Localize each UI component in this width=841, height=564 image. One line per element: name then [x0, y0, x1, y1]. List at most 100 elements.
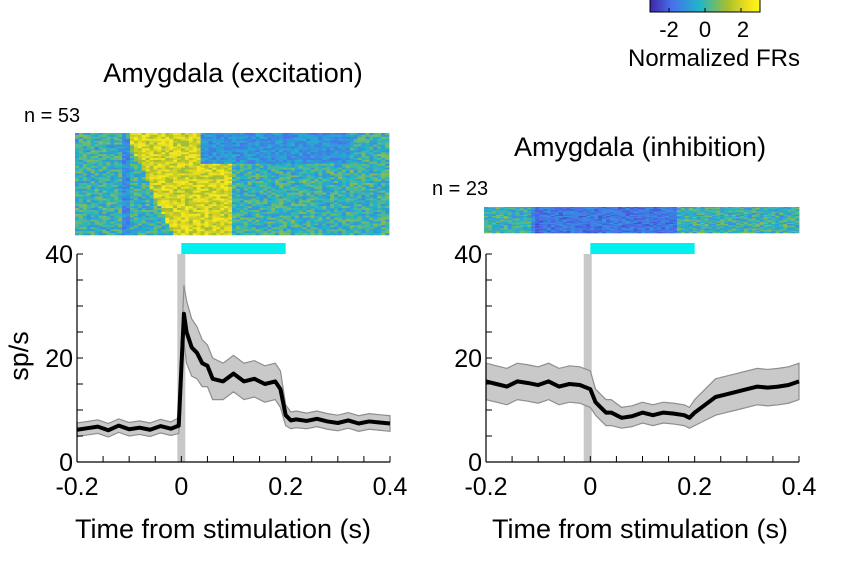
heatmap-cell — [275, 190, 280, 193]
heatmap-cell — [357, 158, 362, 161]
heatmap-cell — [275, 133, 280, 136]
heatmap-cell — [337, 134, 343, 138]
heatmap-cell — [322, 225, 327, 228]
heatmap-cell — [90, 144, 96, 147]
heatmap-cell — [377, 219, 382, 222]
heatmap-cell — [294, 227, 300, 230]
heatmap-cell — [684, 210, 690, 212]
heatmap-cell — [271, 156, 276, 159]
heatmap-cell — [341, 231, 347, 234]
heatmap-cell — [251, 154, 256, 157]
heatmap-cell — [177, 163, 182, 167]
heatmap-cell — [78, 161, 84, 165]
heatmap-cell — [353, 167, 359, 170]
heatmap-cell — [251, 175, 256, 178]
heatmap-cell — [267, 184, 272, 188]
heatmap-cell — [629, 209, 635, 211]
heatmap-cell — [259, 192, 264, 195]
heatmap-cell — [239, 173, 245, 176]
heatmap-cell — [212, 167, 217, 170]
heatmap-cell — [180, 227, 186, 230]
heatmap-cell — [235, 225, 241, 228]
heatmap-cell — [369, 144, 374, 147]
heatmap-cell — [149, 177, 154, 180]
heatmap-cell — [349, 206, 355, 209]
heatmap-cell — [180, 171, 186, 174]
heatmap-cell — [184, 223, 190, 226]
heatmap-cell — [353, 190, 359, 193]
heatmap-cell — [235, 142, 241, 145]
heatmap-cell — [126, 194, 131, 197]
heatmap-cell — [286, 194, 292, 197]
heatmap-cell — [153, 158, 158, 161]
heatmap-cell — [322, 136, 327, 140]
heatmap-cell — [290, 169, 296, 172]
heatmap-cell — [574, 207, 579, 209]
heatmap-cell — [787, 209, 792, 211]
heatmap-cell — [377, 221, 382, 224]
heatmap-cell — [243, 200, 249, 203]
heatmap-cell — [286, 169, 292, 172]
heatmap-cell — [290, 173, 296, 176]
heatmap-cell — [200, 150, 205, 153]
heatmap-cell — [239, 158, 245, 161]
heatmap-cell — [310, 163, 315, 167]
heatmap-cell — [294, 159, 300, 163]
heatmap-cell — [759, 212, 764, 215]
heatmap-cell — [732, 207, 737, 209]
heatmap-cell — [310, 202, 315, 205]
heatmap-cell — [255, 223, 260, 226]
heatmap-cell — [275, 179, 280, 182]
heatmap-cell — [129, 169, 135, 172]
heatmap-cell — [279, 227, 284, 230]
heatmap-cell — [385, 204, 390, 207]
heatmap-cell — [562, 217, 568, 219]
heatmap-cell — [594, 213, 599, 216]
heatmap-cell — [349, 229, 355, 232]
heatmap-cell — [381, 227, 386, 230]
heatmap-cell — [578, 208, 583, 210]
heatmap-cell — [279, 208, 284, 211]
heatmap-cell — [747, 216, 753, 218]
heatmap-cell — [267, 225, 272, 228]
heatmap-cell — [78, 136, 84, 140]
heatmap-cell — [212, 196, 217, 199]
heatmap-cell — [204, 209, 209, 213]
heatmap-cell — [133, 198, 139, 201]
heatmap-cell — [334, 159, 339, 163]
heatmap-cell — [487, 209, 493, 211]
heatmap-cell — [755, 210, 761, 212]
heatmap-cell — [86, 209, 92, 213]
heatmap-cell — [515, 209, 520, 211]
heatmap-cell — [499, 208, 505, 210]
heatmap-cell — [318, 196, 323, 199]
heatmap-cell — [180, 173, 186, 176]
heatmap-cell — [314, 138, 319, 141]
heatmap-cell — [133, 154, 139, 157]
heatmap-cell — [90, 209, 96, 213]
heatmap-cell — [102, 186, 107, 190]
heatmap-cell — [192, 217, 198, 220]
heatmap-cell — [310, 136, 315, 140]
heatmap-cell — [98, 225, 103, 228]
heatmap-cell — [326, 219, 331, 222]
heatmap-cell — [330, 190, 335, 193]
heatmap-cell — [279, 173, 284, 176]
heatmap-cell — [228, 196, 233, 199]
heatmap-cell — [110, 231, 115, 234]
heatmap-cell — [353, 227, 359, 230]
heatmap-cell — [349, 152, 355, 155]
heatmap-cell — [326, 209, 331, 213]
heatmap-cell — [610, 210, 615, 212]
heatmap-cell — [330, 227, 335, 230]
heatmap-cell — [314, 194, 319, 197]
heatmap-cell — [129, 138, 135, 141]
heatmap-cell — [188, 138, 194, 141]
heatmap-cell — [161, 140, 166, 143]
heatmap-cell — [78, 179, 84, 182]
heatmap-cell — [692, 216, 698, 218]
heatmap-cell — [290, 175, 296, 178]
heatmap-cell — [153, 173, 158, 176]
heatmap-cell — [263, 219, 268, 222]
heatmap-cell — [196, 158, 202, 161]
